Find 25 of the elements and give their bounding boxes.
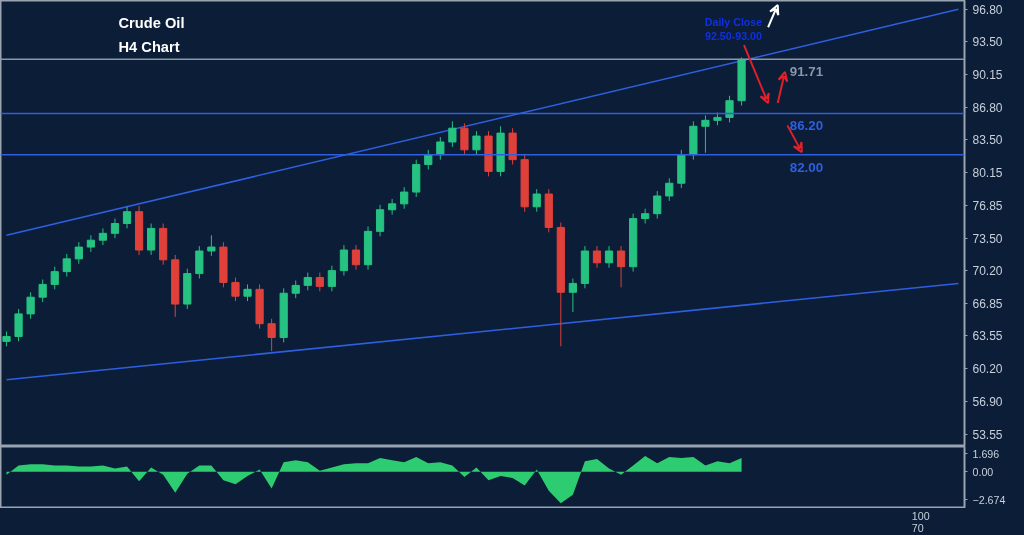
y-tick-label: 1.696 <box>972 447 1000 460</box>
y-tick-label: 0.00 <box>972 465 994 478</box>
y-tick-label: 80.15 <box>972 166 1003 181</box>
y-tick-label: 83.50 <box>972 133 1003 148</box>
y-tick-label: 76.85 <box>972 198 1003 213</box>
y-tick-label: 93.50 <box>972 35 1003 50</box>
y-tick-label: 60.20 <box>972 362 1003 377</box>
ref-line-label: 82.00 <box>789 159 824 175</box>
y-tick-label: 63.55 <box>972 329 1003 344</box>
text: H4 Chart <box>118 38 180 55</box>
annotation: Daily Close 92.50-93.00 <box>704 16 763 43</box>
y-tick-label: 66.85 <box>972 297 1003 312</box>
ref-line-label: 86.20 <box>789 118 824 134</box>
text: 70 <box>911 521 924 534</box>
y-tick-label: 96.80 <box>972 2 1003 17</box>
y-tick-label: −2.674 <box>972 493 1006 506</box>
y-tick-label: 70.20 <box>972 264 1003 279</box>
text: 100 <box>911 509 930 522</box>
y-tick-label: 73.50 <box>972 231 1003 246</box>
y-tick-label: 53.55 <box>972 427 1003 442</box>
ref-line-label: 91.71 <box>789 64 824 80</box>
text: Crude Oil <box>118 14 185 31</box>
y-tick-label: 90.15 <box>972 68 1003 83</box>
y-tick-label: 86.80 <box>972 101 1003 116</box>
y-tick-label: 56.90 <box>972 394 1003 409</box>
